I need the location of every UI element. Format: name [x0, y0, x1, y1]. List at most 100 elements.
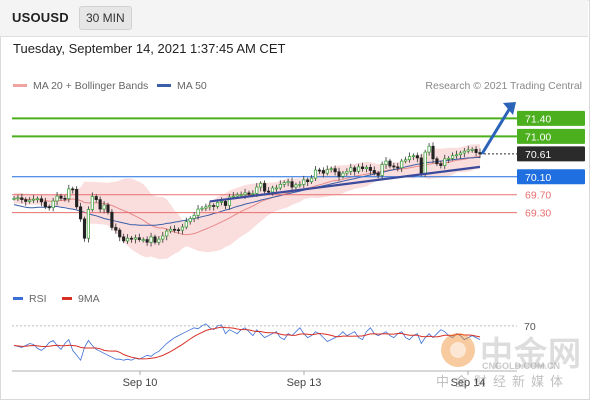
- candle: [188, 218, 192, 222]
- candle: [145, 239, 149, 243]
- instrument-symbol: USOUSD: [12, 10, 69, 25]
- candle: [404, 159, 408, 162]
- legend-ma20-label: MA 20 + Bollinger Bands: [33, 80, 149, 92]
- bollinger-band: [14, 144, 480, 260]
- candle: [360, 166, 365, 170]
- candle: [196, 208, 200, 216]
- candle: [51, 200, 55, 209]
- candle: [341, 172, 345, 177]
- research-credit: Research © 2021 Trading Central: [425, 80, 582, 92]
- watermark-logo-inner: [450, 342, 466, 358]
- candle: [310, 177, 314, 183]
- candle: [71, 188, 75, 191]
- candle: [282, 182, 286, 185]
- candle: [239, 194, 243, 197]
- watermark-logo-text: 中金网: [480, 334, 582, 373]
- candle: [227, 196, 231, 206]
- ma50-swatch: [157, 83, 171, 87]
- candle: [176, 229, 181, 232]
- candle: [411, 155, 415, 158]
- candle: [357, 166, 361, 172]
- candle: [219, 201, 224, 203]
- candle: [443, 158, 447, 166]
- legend-ma50: MA 50: [157, 80, 207, 92]
- candle: [407, 156, 412, 161]
- level-label-box: [517, 128, 585, 144]
- candle: [223, 201, 228, 206]
- candle: [192, 214, 196, 219]
- candle: [231, 195, 235, 198]
- candle: [466, 149, 470, 152]
- candle: [451, 155, 455, 159]
- level-label-box: [517, 169, 585, 185]
- candle: [396, 166, 400, 169]
- candle: [263, 183, 267, 192]
- candle: [251, 193, 255, 195]
- level-label: 71.00: [525, 131, 551, 143]
- chart-datetime: Tuesday, September 14, 2021 1:37:45 AM C…: [13, 41, 286, 56]
- candle: [63, 197, 67, 200]
- timeframe-button[interactable]: 30 MIN: [79, 6, 132, 30]
- candle: [20, 197, 24, 200]
- candle: [376, 172, 380, 176]
- support-trendline: [209, 165, 481, 203]
- rsi-level-label: 70: [524, 321, 536, 333]
- candle: [415, 155, 419, 159]
- level-label: 71.40: [525, 113, 551, 125]
- legend-rsi-label: RSI: [29, 293, 47, 305]
- candle: [337, 171, 341, 177]
- candle: [372, 170, 376, 174]
- candle: [384, 160, 388, 165]
- candle: [149, 236, 153, 243]
- x-axis-tick-label: Sep 14: [451, 377, 486, 389]
- candle: [180, 226, 184, 231]
- candle: [28, 199, 32, 202]
- candle: [35, 198, 40, 201]
- candle: [462, 150, 466, 154]
- candle: [133, 237, 137, 240]
- candle: [32, 198, 36, 201]
- ma9-swatch: [62, 296, 72, 300]
- ma20-swatch: [13, 83, 27, 87]
- candle: [286, 181, 290, 184]
- projection-arrow: [480, 107, 512, 155]
- level-label: 70.61: [525, 149, 551, 161]
- candle: [400, 160, 404, 169]
- candle: [317, 169, 322, 172]
- candle: [345, 171, 349, 174]
- candle: [200, 207, 204, 210]
- candle: [333, 168, 337, 173]
- watermark-url: CNGOLD.COM.CN: [482, 361, 560, 371]
- candle: [298, 184, 302, 186]
- candle: [16, 197, 20, 200]
- candle: [157, 238, 161, 243]
- candle: [98, 199, 102, 210]
- candle: [454, 154, 459, 157]
- x-axis-tick-label: Sep 10: [123, 377, 158, 389]
- candle: [43, 201, 47, 208]
- candle: [388, 160, 392, 167]
- legend-9ma-label: 9MA: [78, 293, 100, 305]
- candle: [161, 235, 165, 240]
- x-axis-tick-label: Sep 13: [287, 377, 322, 389]
- candle: [290, 181, 294, 188]
- candle: [313, 169, 318, 179]
- candle: [427, 145, 431, 153]
- candle: [125, 237, 130, 242]
- candle: [235, 194, 239, 197]
- candle: [90, 196, 94, 210]
- candle: [458, 152, 462, 156]
- level-label: 69.30: [525, 208, 551, 220]
- candle: [419, 157, 423, 175]
- candle: [47, 206, 51, 209]
- candle: [270, 187, 275, 193]
- candle: [55, 195, 59, 202]
- candle: [266, 190, 271, 193]
- candle: [294, 184, 298, 188]
- candle: [110, 211, 114, 228]
- candle: [274, 187, 278, 190]
- level-label-box: [517, 110, 585, 126]
- candle: [141, 239, 145, 241]
- legend-ma50-label: MA 50: [177, 80, 207, 92]
